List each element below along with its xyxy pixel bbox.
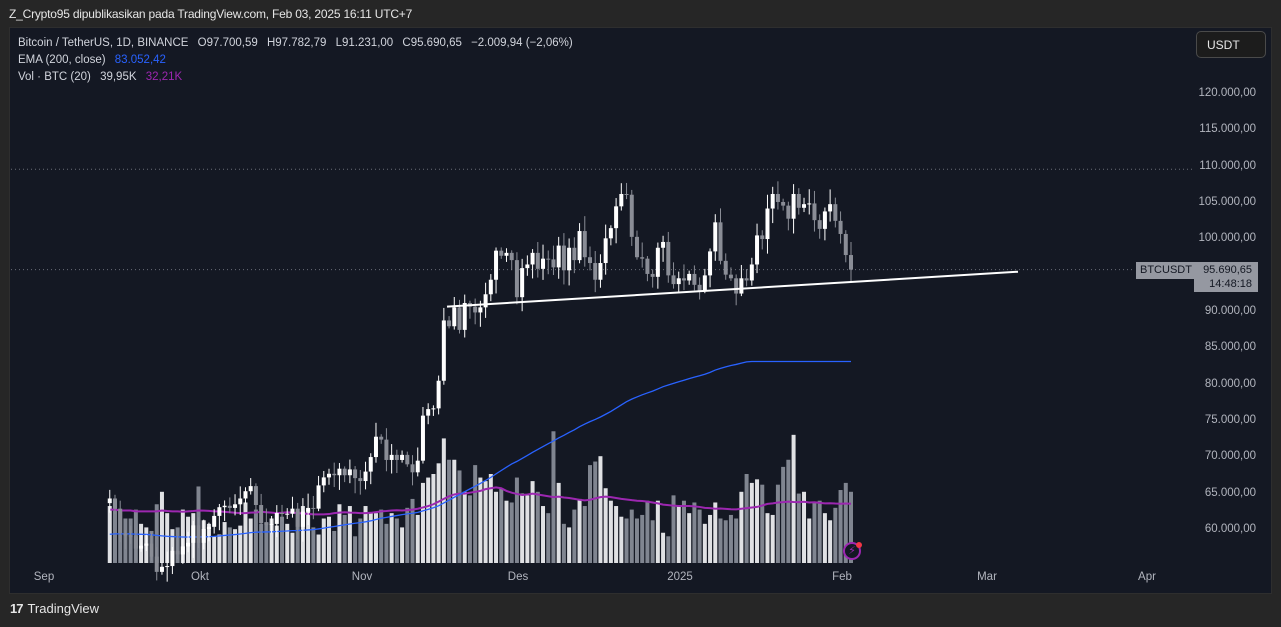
price-axis-label: 75.000,00 <box>1204 413 1256 426</box>
time-axis[interactable]: Sep Okt Nov Des 2025 Feb Mar Apr <box>11 565 1196 591</box>
legend-ema-value: 83.052,42 <box>114 54 166 66</box>
last-price-value: 95.690,65 <box>1203 264 1252 276</box>
legend-low: L91.231,00 <box>335 37 394 49</box>
legend-volume-row[interactable]: Vol · BTC (20) 39,95K 32,21K <box>18 69 579 86</box>
footer-branding[interactable]: 17 TradingView <box>10 601 99 616</box>
last-price-tag: 95.690,65 14:48:18 <box>1194 262 1258 292</box>
legend-symbol: Bitcoin / TetherUS, 1D, BINANCE <box>18 37 189 49</box>
tradingview-brand-text: TradingView <box>27 601 100 616</box>
price-axis[interactable]: 120.000,00 115.000,00 110.000,00 105.000,00… <box>1196 28 1270 564</box>
price-axis-label: 110.000,00 <box>1199 159 1256 172</box>
legend-high: H97.782,79 <box>266 37 327 49</box>
legend-ema-label: EMA (200, close) <box>18 54 106 66</box>
chart-pane[interactable] <box>9 27 1272 594</box>
price-axis-label: 90.000,00 <box>1204 304 1256 317</box>
time-axis-label: 2025 <box>667 571 693 583</box>
price-axis-label: 85.000,00 <box>1204 341 1256 354</box>
time-axis-label: Apr <box>1138 571 1156 583</box>
tradingview-logo-icon: 17 <box>10 601 24 616</box>
price-axis-label: 70.000,00 <box>1204 450 1256 463</box>
legend-close: C95.690,65 <box>402 37 462 49</box>
legend-vol-label: Vol · BTC (20) <box>18 71 91 83</box>
time-axis-label: Des <box>507 571 529 583</box>
currency-button[interactable]: USDT <box>1196 31 1266 58</box>
legend-vol-ma-value: 32,21K <box>145 71 183 83</box>
last-price-symbol-tag: BTCUSDT <box>1136 262 1196 279</box>
price-axis-label: 105.000,00 <box>1198 195 1256 208</box>
bar-countdown: 14:48:18 <box>1209 278 1252 290</box>
time-axis-label: Feb <box>832 571 852 583</box>
legend-vol-value: 39,95K <box>100 71 137 83</box>
time-axis-label: Nov <box>351 571 373 583</box>
chart-legend: Bitcoin / TetherUS, 1D, BINANCE O97.700,… <box>18 35 579 86</box>
legend-symbol-row[interactable]: Bitcoin / TetherUS, 1D, BINANCE O97.700,… <box>18 35 579 52</box>
price-axis-label: 115.000,00 <box>1199 123 1256 136</box>
time-axis-label: Okt <box>191 571 209 583</box>
price-axis-label: 80.000,00 <box>1204 377 1256 390</box>
price-axis-label: 60.000,00 <box>1204 523 1256 535</box>
alert-notification-dot <box>856 542 862 548</box>
time-axis-label: Sep <box>33 571 55 583</box>
publication-caption: Z_Crypto95 dipublikasikan pada TradingVi… <box>9 7 413 21</box>
legend-ema-row[interactable]: EMA (200, close) 83.052,42 <box>18 52 579 69</box>
legend-open: O97.700,59 <box>197 37 258 49</box>
time-axis-label: Mar <box>977 571 997 583</box>
price-axis-label: 65.000,00 <box>1204 486 1256 499</box>
price-axis-label: 100.000,00 <box>1198 232 1256 245</box>
price-axis-label: 120.000,00 <box>1198 86 1256 99</box>
legend-change: −2.009,94 (−2,06%) <box>471 37 573 49</box>
